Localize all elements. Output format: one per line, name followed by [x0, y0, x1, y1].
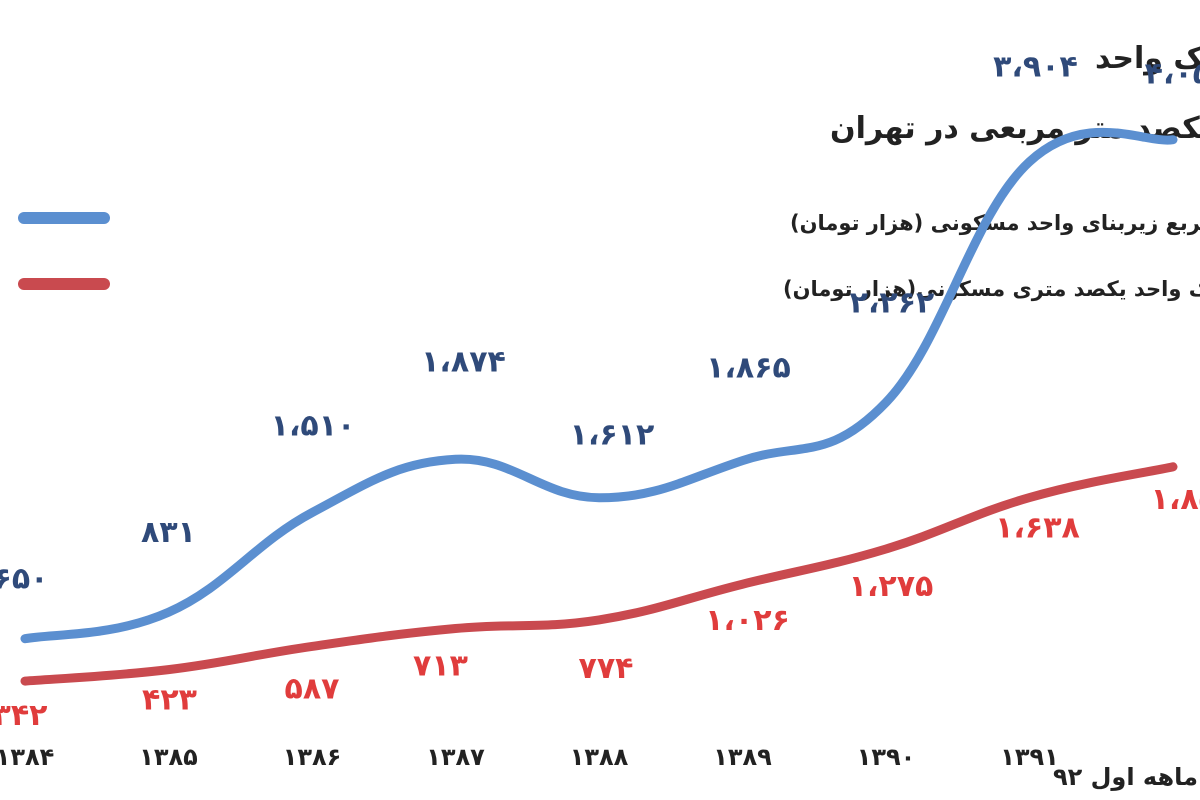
x-tick-label-6: ۱۳۹۰ [857, 743, 916, 771]
x-tick-label-7: ۱۳۹۱ [1000, 743, 1059, 771]
data-label-price-7: ۳،۹۰۴ [993, 50, 1078, 85]
x-tick-label-3: ۱۳۸۷ [426, 743, 485, 771]
data-label-price-8: ۴،۰۵۴ [1145, 57, 1200, 92]
legend-label-rent: متوسط اجاره بهای یک واحد یکصد متری مسکون… [783, 277, 1200, 301]
data-label-rent-8: ۱،۸۵۵ [1151, 482, 1200, 517]
x-tick-label-0: ۱۳۸۴ [0, 743, 54, 771]
series-line-price [20, 127, 1178, 644]
x-tick-label-8: ماهه اول ۹۲ [1053, 763, 1198, 791]
data-label-rent-7: ۱،۶۳۸ [995, 511, 1080, 546]
series-layer [20, 127, 1178, 686]
data-label-rent-3: ۷۱۳ [413, 649, 468, 684]
x-tick-label-1: ۱۳۸۵ [139, 743, 198, 771]
data-label-price-2: ۱،۵۱۰ [271, 409, 356, 444]
data-label-price-5: ۱،۸۶۵ [706, 351, 791, 386]
data-label-price-0: ۶۵۰ [0, 562, 48, 597]
x-tick-label-5: ۱۳۸۹ [713, 743, 772, 771]
data-label-rent-4: ۷۷۴ [579, 651, 634, 686]
legend: متوسط قیمت یک متر مربع زیربنای واحد مسکو… [18, 211, 1200, 301]
chart-title-line1: مقایسه قیمت یک متر مربع واحد مسکونی و اج… [1095, 41, 1200, 76]
series-line-rent [20, 462, 1178, 686]
data-label-rent-2: ۵۸۷ [285, 671, 340, 706]
data-labels: ۶۵۰ ۸۳۱ ۱،۵۱۰ ۱،۸۷۴ ۱،۶۱۲ ۱،۸۶۵ ۲،۲۶۲ ۳،۹۰۴ ۴،۰۵… [0, 50, 1200, 733]
data-label-price-4: ۱،۶۱۲ [570, 418, 655, 453]
data-label-rent-6: ۱،۲۷۵ [849, 569, 934, 604]
data-label-rent-1: ۴۲۳ [142, 683, 197, 718]
data-label-price-6: ۲،۲۶۲ [850, 285, 935, 320]
data-label-rent-5: ۱،۰۲۶ [705, 603, 790, 638]
data-label-rent-0: ۳۴۲ [0, 698, 47, 733]
x-tick-label-2: ۱۳۸۶ [283, 743, 342, 771]
data-label-price-1: ۸۳۱ [141, 515, 196, 550]
data-label-price-3: ۱،۸۷۴ [421, 344, 506, 379]
x-tick-label-4: ۱۳۸۸ [570, 743, 629, 771]
